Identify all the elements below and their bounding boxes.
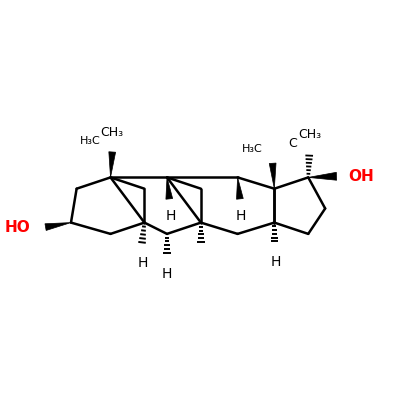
Text: H: H	[270, 255, 281, 269]
Polygon shape	[109, 152, 116, 178]
Text: H: H	[165, 209, 176, 223]
Text: C: C	[288, 137, 297, 150]
Polygon shape	[236, 178, 243, 199]
Text: H₃C: H₃C	[242, 144, 263, 154]
Text: HO: HO	[4, 220, 30, 235]
Polygon shape	[269, 163, 276, 189]
Text: H: H	[236, 209, 246, 223]
Text: H: H	[138, 256, 148, 270]
Polygon shape	[308, 172, 337, 180]
Polygon shape	[45, 222, 71, 230]
Polygon shape	[166, 178, 173, 199]
Text: CH₃: CH₃	[101, 126, 124, 139]
Text: H: H	[162, 267, 172, 281]
Text: OH: OH	[348, 169, 374, 184]
Text: CH₃: CH₃	[298, 128, 321, 141]
Text: H₃C: H₃C	[80, 136, 100, 146]
